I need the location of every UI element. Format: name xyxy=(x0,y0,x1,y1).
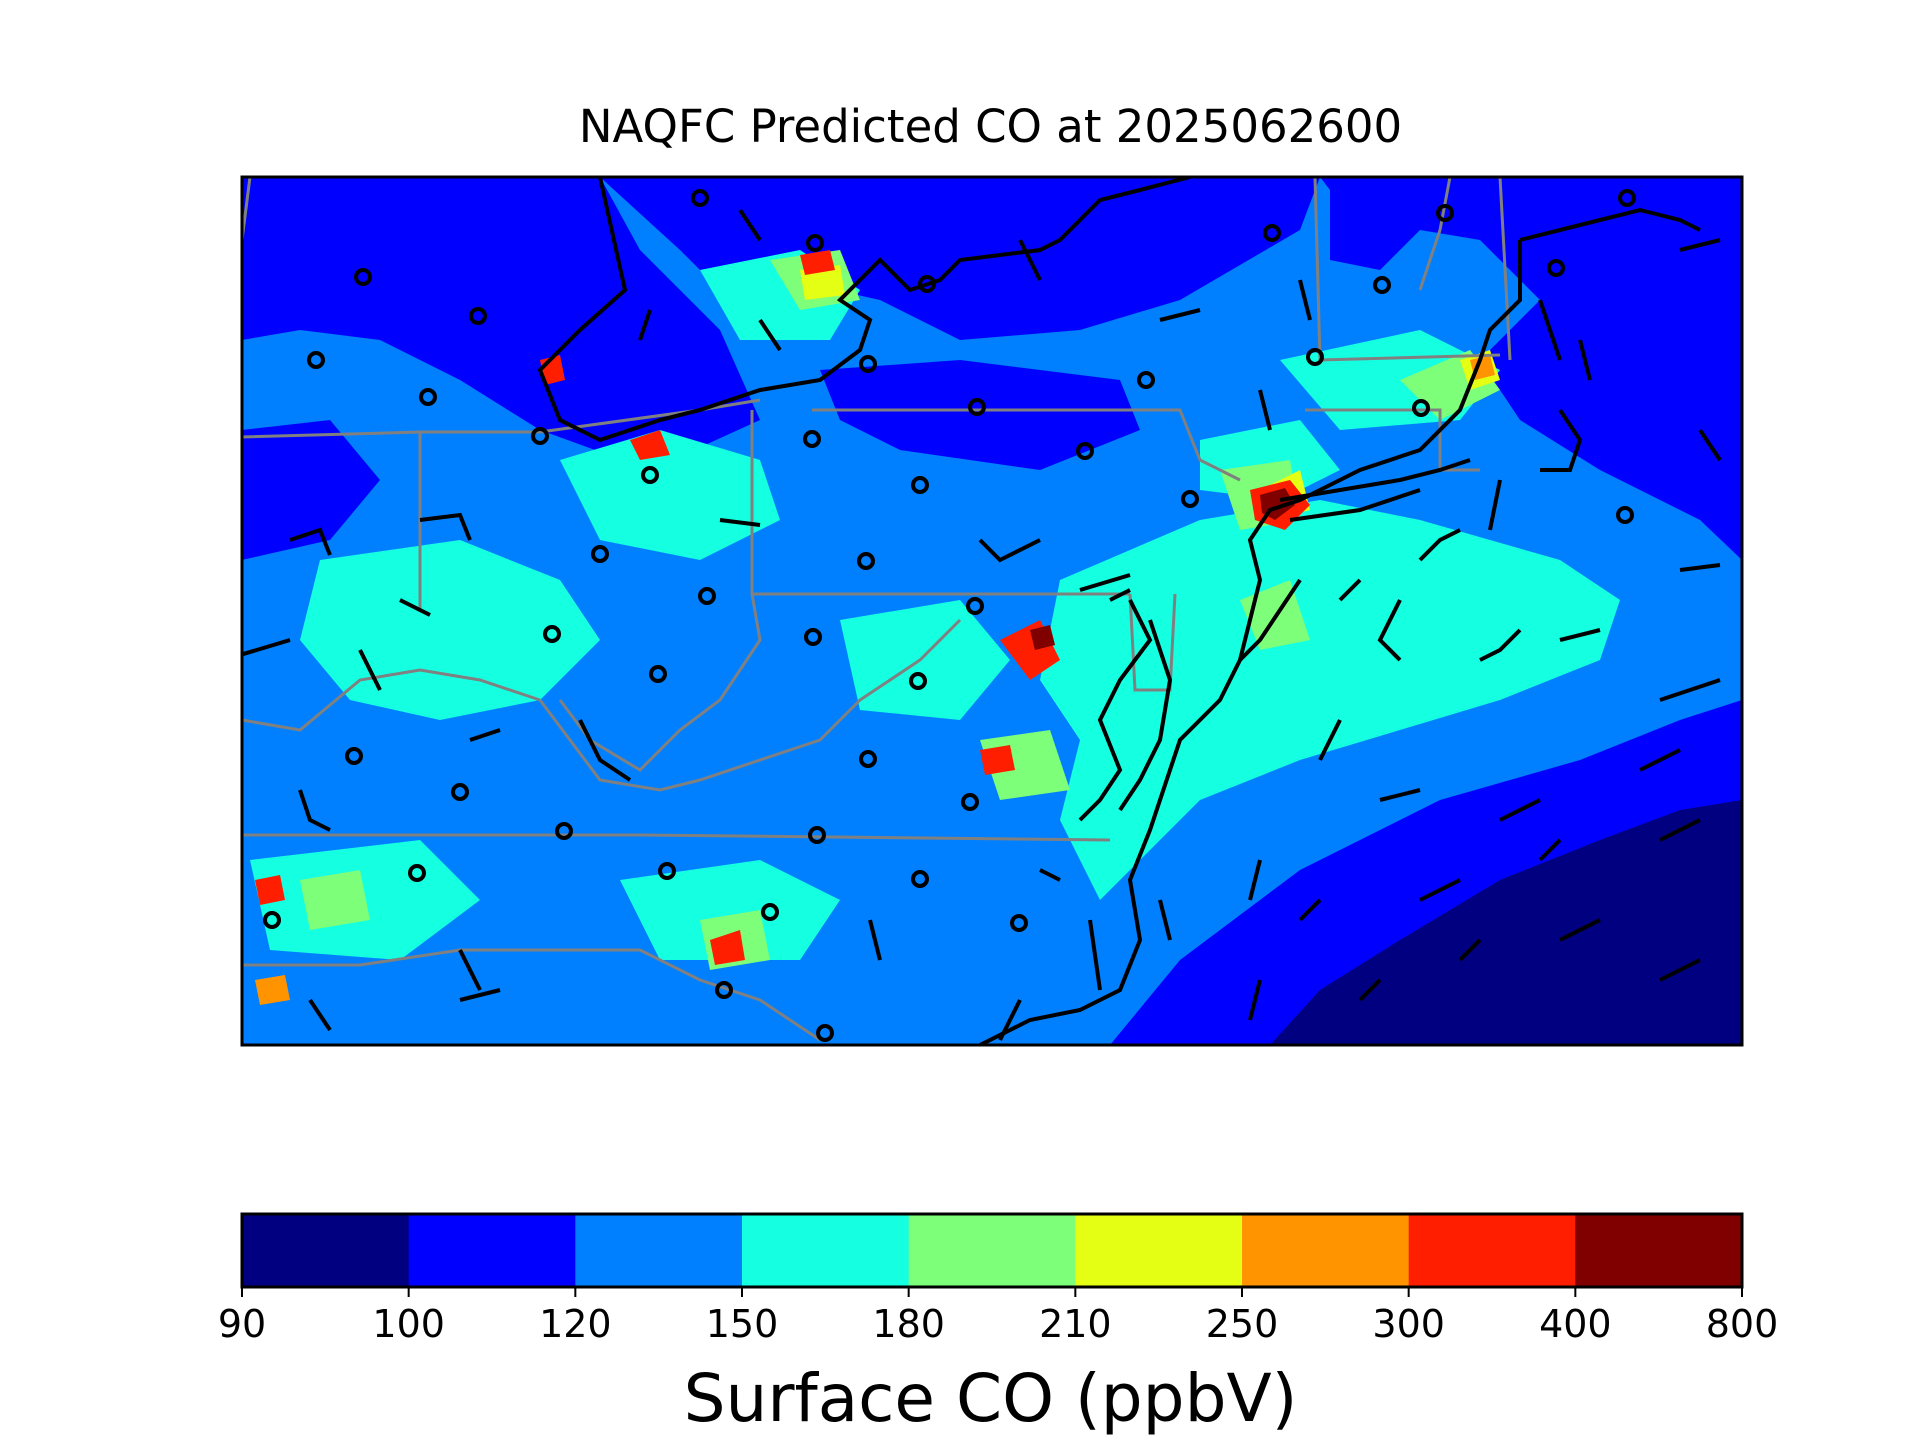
colorbar-tick-label: 300 xyxy=(1372,1302,1445,1346)
colorbar-tick-label: 180 xyxy=(872,1302,945,1346)
colorbar-swatches xyxy=(242,1214,1743,1287)
colorbar-swatch xyxy=(242,1214,410,1287)
colorbar-swatch xyxy=(408,1214,576,1287)
colorbar-tick-label: 150 xyxy=(706,1302,779,1346)
colorbar-swatch xyxy=(1408,1214,1576,1287)
field-mid-5 xyxy=(840,600,1010,720)
field-mid-7 xyxy=(620,860,840,960)
observation-station-markers xyxy=(263,189,1636,1042)
colorbar-tick-label: 120 xyxy=(539,1302,612,1346)
co-map xyxy=(240,175,1744,1047)
colorbar-tick-label: 400 xyxy=(1539,1302,1612,1346)
colorbar-tick-label: 210 xyxy=(1039,1302,1112,1346)
colorbar-swatch xyxy=(908,1214,1076,1287)
colorbar-tick-label: 800 xyxy=(1706,1302,1779,1346)
map-title: NAQFC Predicted CO at 2025062600 xyxy=(578,100,1403,153)
wind-barbs xyxy=(242,208,1722,1041)
colorbar-frame xyxy=(240,1212,1744,1289)
colorbar-tick-label: 90 xyxy=(218,1302,266,1346)
colorbar-swatch xyxy=(1075,1214,1243,1287)
field-hot-west xyxy=(255,875,285,905)
colorbar-swatch xyxy=(575,1214,743,1287)
coastlines xyxy=(537,177,1701,1045)
field-hot-pitt xyxy=(630,430,670,460)
field-hot-richmond xyxy=(980,745,1015,775)
field-low-north xyxy=(242,177,760,470)
field-mid-band xyxy=(1040,500,1620,900)
field-low-west xyxy=(242,420,380,560)
colorbar-label: Surface CO (ppbV) xyxy=(683,1360,1298,1437)
map-frame xyxy=(240,175,1744,1047)
field-low-ne xyxy=(1320,177,1742,560)
field-hot-toronto xyxy=(800,250,835,275)
colorbar-swatch xyxy=(1575,1214,1743,1287)
colorbar-ticks: 90 100 120 150 180 210 250 300 400 800 xyxy=(218,1287,1778,1346)
colorbar-swatch xyxy=(742,1214,910,1287)
field-veryhot-dc xyxy=(1030,625,1055,650)
field-green-5 xyxy=(300,870,370,930)
field-mid-2 xyxy=(300,540,600,720)
colorbar-tick-label: 100 xyxy=(372,1302,445,1346)
field-mid-3 xyxy=(560,430,780,560)
colorbar-tick-label: 250 xyxy=(1206,1302,1279,1346)
field-hot-charlotte xyxy=(710,930,745,965)
field-hot-sw xyxy=(255,975,290,1005)
colorbar-swatch xyxy=(1242,1214,1410,1287)
field-very-low-se xyxy=(1270,800,1742,1045)
